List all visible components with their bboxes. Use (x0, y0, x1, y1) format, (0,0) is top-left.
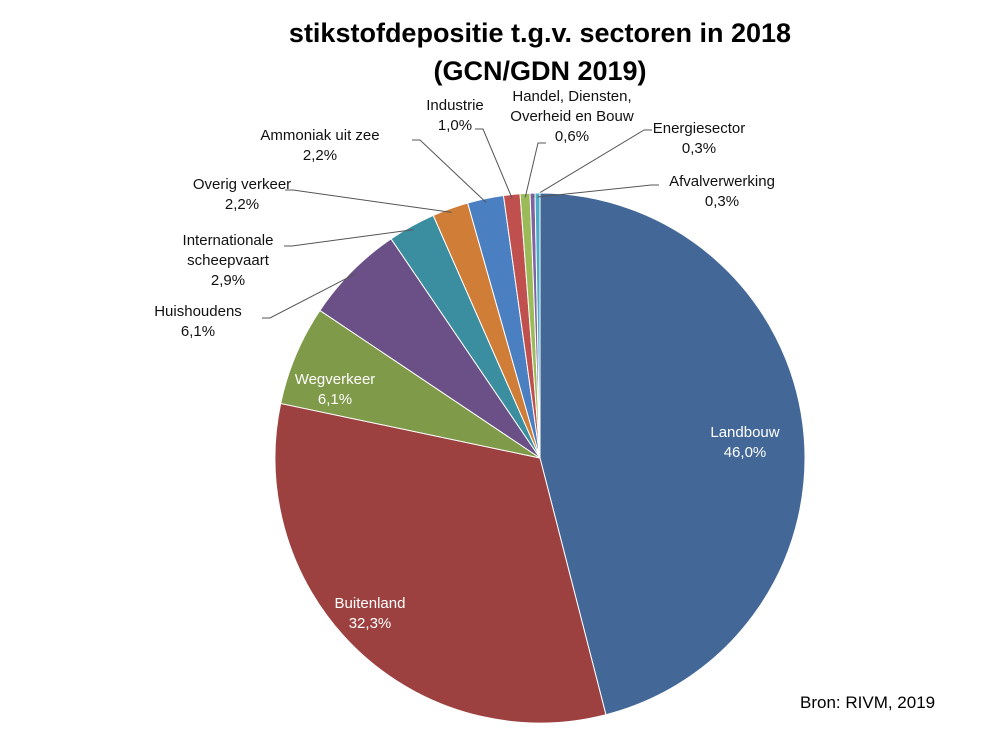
slice-label-0: Landbouw 46,0% (710, 424, 779, 461)
slice-label-3: Huishoudens 6,1% (154, 303, 242, 340)
leader-line-6 (412, 139, 487, 203)
slice-label-1: Buitenland 32,3% (335, 595, 406, 632)
leader-line-7 (475, 128, 513, 199)
chart-title-line-2: (GCN/GDN 2019) (433, 56, 647, 86)
chart-title-line-1: stikstofdepositie t.g.v. sectoren in 201… (288, 18, 792, 48)
leader-line-10 (537, 184, 659, 198)
pie-slice-0 (539, 192, 806, 716)
pie-slice-1 (274, 402, 607, 724)
pie-slice-10 (534, 192, 541, 459)
slice-label-10: Afvalverwerking 0,3% (669, 173, 775, 210)
slice-label-5: Overig verkeer 2,2% (193, 176, 291, 213)
slice-label-4: Internationale scheepvaart 2,9% (183, 232, 274, 289)
slice-label-9: Energiesector 0,3% (653, 120, 746, 157)
leader-line-5 (285, 189, 452, 213)
leader-line-8 (524, 142, 546, 198)
slice-label-2: Wegverkeer 6,1% (295, 371, 376, 408)
slice-label-7: Industrie 1,0% (426, 97, 484, 134)
leader-line-4 (284, 229, 414, 247)
leader-line-9 (532, 129, 652, 198)
source-note: Bron: RIVM, 2019 (800, 693, 936, 712)
slice-label-6: Ammoniak uit zee 2,2% (260, 127, 379, 164)
chart-title: stikstofdepositie t.g.v. sectoren in 201… (200, 14, 880, 90)
leader-line-3 (262, 273, 356, 319)
slice-label-8: Handel, Diensten, Overheid en Bouw 0,6% (510, 88, 634, 145)
